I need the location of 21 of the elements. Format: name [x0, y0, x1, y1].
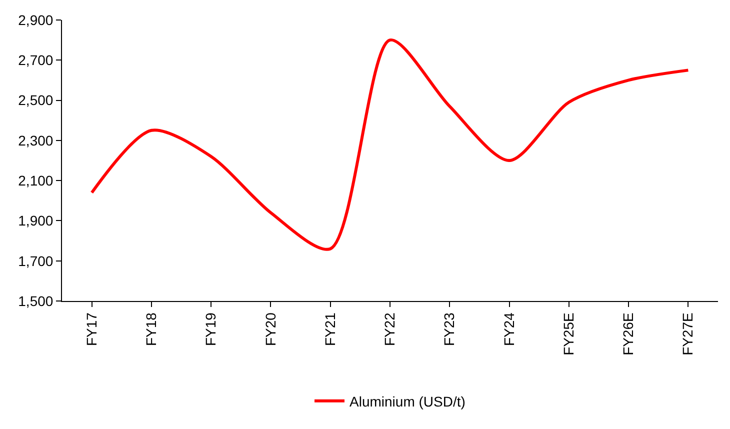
x-tick-label: FY19 [202, 312, 219, 346]
y-tick-label: 1,500 [18, 292, 54, 309]
legend-label: Aluminium (USD/t) [350, 393, 466, 410]
y-tick-label: 2,900 [18, 12, 54, 28]
x-tick-label: FY24 [500, 312, 517, 346]
x-tick-label: FY17 [83, 312, 100, 346]
x-tick-label: FY22 [382, 312, 398, 346]
y-tick-label: 2,500 [18, 92, 54, 108]
line-series [90, 38, 690, 250]
x-tick-label: FY27E [680, 312, 696, 356]
x-tick-label: FY26E [620, 312, 636, 356]
x-tick-label: FY20 [262, 312, 278, 346]
x-tick-label: FY18 [143, 312, 159, 346]
y-tick-label: 2,100 [18, 172, 54, 188]
x-tick-label: FY23 [441, 312, 458, 346]
y-tick-label: 2,300 [18, 132, 54, 148]
y-tick-label: 1,700 [18, 252, 54, 269]
y-tick-label: 1,900 [18, 212, 54, 229]
y-tick-label: 2,700 [18, 52, 54, 68]
x-tick-label: FY21 [322, 312, 338, 346]
x-tick-label: FY25E [560, 312, 576, 356]
